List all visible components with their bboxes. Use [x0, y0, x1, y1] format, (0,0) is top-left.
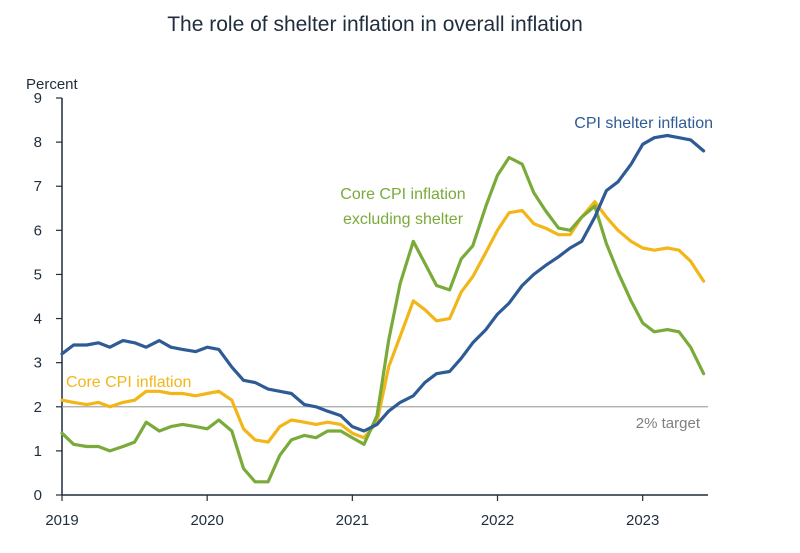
- y-tick-label: 2: [34, 399, 42, 416]
- x-tick-label: 2021: [336, 512, 369, 529]
- y-tick-label: 4: [34, 311, 42, 328]
- series-label-line: CPI shelter inflation: [574, 115, 713, 132]
- y-tick-label: 9: [34, 90, 42, 107]
- x-tick-label: 2023: [626, 512, 659, 529]
- series-line-core-cpi-inflation: [60, 200, 706, 444]
- reference-line-group: 2% target: [62, 406, 708, 432]
- y-tick-label: 0: [34, 487, 42, 504]
- series-label-core-cpi-inflation-excluding-shelter: Core CPI inflation excluding shelter: [340, 186, 465, 228]
- y-tick-label: 5: [34, 266, 42, 283]
- series-label-line: excluding shelter: [343, 211, 464, 228]
- series-label-cpi-shelter-inflation: CPI shelter inflation: [574, 115, 713, 132]
- x-tick-label: 2019: [45, 512, 78, 529]
- series-label-line: Core CPI inflation: [66, 374, 191, 391]
- series-line-core-cpi-inflation-excluding-shelter: [60, 155, 706, 484]
- axes: 0 1 2 3 4 5 6 7 8 9 2019 2020 2021 2022 2023: [34, 90, 708, 529]
- target-line-label: 2% target: [636, 415, 701, 432]
- x-tick-label: 2020: [190, 512, 223, 529]
- x-tick-label: 2022: [481, 512, 514, 529]
- series-label-core-cpi-inflation: Core CPI inflation: [66, 374, 191, 391]
- y-tick-label: 6: [34, 222, 42, 239]
- series-line-cpi-shelter-inflation: [60, 133, 706, 433]
- y-tick-label: 3: [34, 355, 42, 372]
- y-tick-label: 7: [34, 178, 42, 195]
- y-tick-label: 8: [34, 134, 42, 151]
- series-group: [60, 133, 706, 484]
- y-tick-label: 1: [34, 443, 42, 460]
- chart-title: The role of shelter inflation in overall…: [167, 13, 583, 36]
- y-axis-unit-label: Percent: [26, 76, 79, 93]
- series-label-line: Core CPI inflation: [340, 186, 465, 203]
